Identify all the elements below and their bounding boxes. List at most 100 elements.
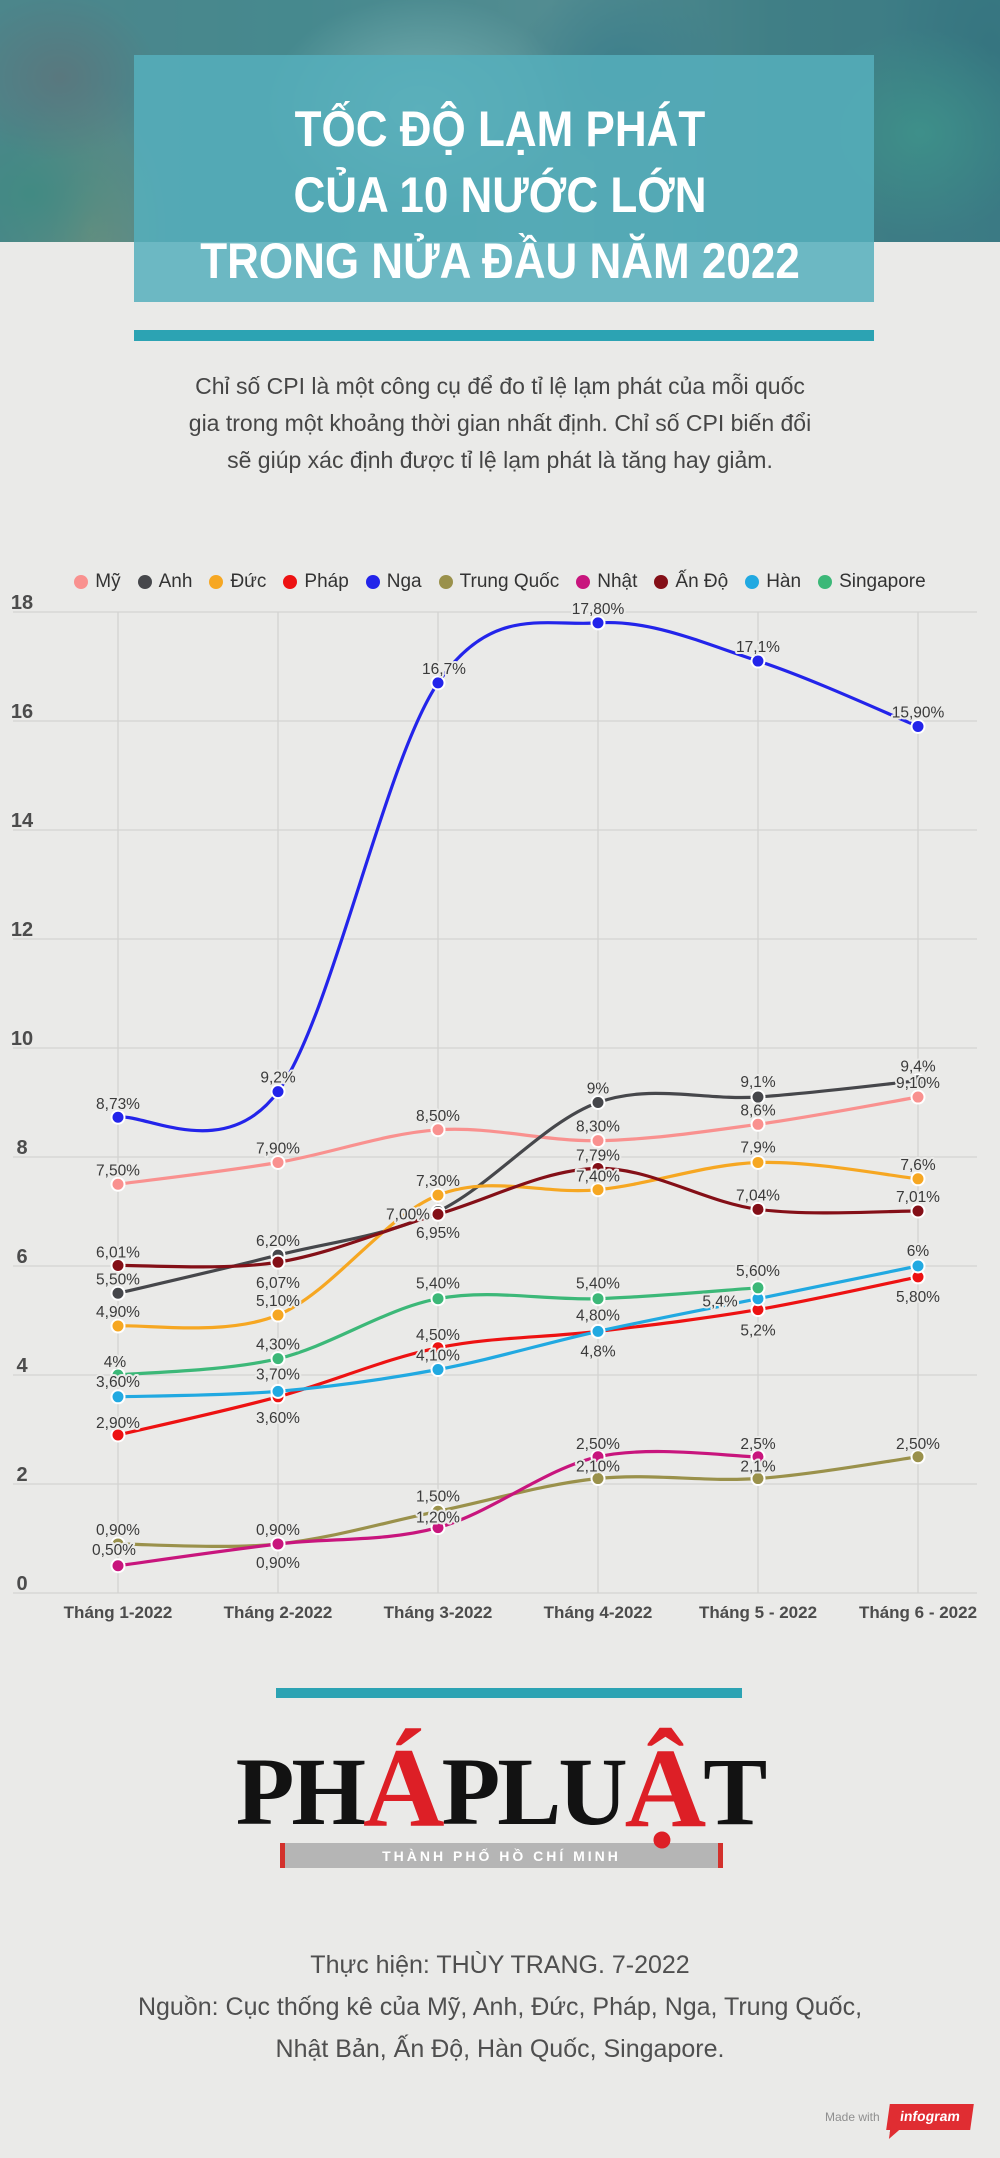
data-point xyxy=(590,1449,606,1465)
x-tick-label: Tháng 5 - 2022 xyxy=(699,1603,817,1622)
value-label: 5,2% xyxy=(740,1323,776,1340)
data-point xyxy=(590,1160,606,1176)
data-point xyxy=(430,1187,446,1203)
data-point xyxy=(430,1503,446,1519)
legend-dot-icon xyxy=(365,575,380,589)
legend-dot-icon xyxy=(74,575,89,589)
data-point xyxy=(910,1073,926,1089)
series-Singapore xyxy=(110,1280,766,1383)
value-label: 5,80% xyxy=(896,1289,940,1306)
value-label: 5,40% xyxy=(576,1276,620,1293)
series-Hàn xyxy=(110,1258,926,1405)
title-panel xyxy=(134,55,874,302)
series-line xyxy=(116,1455,920,1548)
value-label: 5,40% xyxy=(416,1276,460,1293)
infogram-badge[interactable]: infogram xyxy=(885,2104,974,2130)
legend-dot-icon xyxy=(137,575,152,589)
x-tick-label: Tháng 1-2022 xyxy=(64,1603,173,1622)
series-line xyxy=(116,1449,760,1568)
logo-letter: PLU xyxy=(441,1738,628,1845)
legend-dot-icon xyxy=(745,575,760,589)
value-label: 5,4% xyxy=(702,1294,738,1311)
series-Mỹ xyxy=(110,1089,926,1192)
value-label: 9,4% xyxy=(900,1059,936,1076)
value-label: 5,50% xyxy=(96,1271,140,1288)
credits: Thực hiện: THÙY TRANG. 7-2022 Nguồn: Cục… xyxy=(0,1944,1000,2070)
legend-label: Trung Quốc xyxy=(459,571,560,592)
data-point xyxy=(110,1176,126,1192)
data-point xyxy=(270,1084,286,1100)
legend-label: Nhật xyxy=(597,571,638,592)
legend-item-Pháp: Pháp xyxy=(283,571,349,593)
data-point xyxy=(910,1258,926,1274)
legend-dot-icon xyxy=(283,575,298,589)
value-label: 7,01% xyxy=(896,1189,940,1206)
legend-dot-icon xyxy=(209,575,224,589)
logo-subtitle-bar: THÀNH PHỐ HỒ CHÍ MINH xyxy=(280,1843,723,1868)
logo-letter: T xyxy=(703,1738,767,1845)
data-point xyxy=(590,1291,606,1307)
legend-dot-icon xyxy=(438,575,453,589)
data-point xyxy=(430,1122,446,1138)
value-label: 17,80% xyxy=(572,601,625,618)
title-line-3: TRONG NỬA ĐẦU NĂM 2022 xyxy=(200,233,800,289)
data-point xyxy=(590,1323,606,1339)
value-label: 0,90% xyxy=(256,1522,300,1539)
series-Pháp xyxy=(110,1269,926,1443)
series-line xyxy=(116,620,920,1133)
legend-label: Nga xyxy=(386,571,422,592)
legend-item-Đức: Đức xyxy=(209,571,266,593)
series-Nhật xyxy=(110,1449,766,1574)
value-label: 0,90% xyxy=(256,1555,300,1572)
data-point xyxy=(110,1367,126,1383)
series-Anh xyxy=(110,1073,926,1301)
series-line xyxy=(116,1264,920,1399)
data-point xyxy=(590,615,606,631)
logo-subtitle: THÀNH PHỐ HỒ CHÍ MINH xyxy=(382,1847,621,1864)
series-Đức xyxy=(110,1154,926,1334)
value-label: 4,80% xyxy=(576,1307,620,1324)
series-Nga xyxy=(110,615,926,1133)
intro-line-3: sẽ giúp xác định được tỉ lệ lạm phát là … xyxy=(227,447,773,473)
data-labels: 7,50% 7,90% 8,50% 8,30% 8,6% 9,10% 5,50% 6,20% 7… xyxy=(90,599,946,1574)
value-label: 15,90% xyxy=(892,704,945,721)
data-point xyxy=(270,1247,286,1263)
legend-item-Anh: Anh xyxy=(137,571,192,593)
logo-letter-red: Ậ xyxy=(624,1726,707,1851)
data-point xyxy=(750,1116,766,1132)
data-point xyxy=(270,1383,286,1399)
value-label: 6,07% xyxy=(256,1275,300,1292)
logo-letter: PH xyxy=(235,1738,366,1845)
value-label: 7,50% xyxy=(96,1162,140,1179)
logo-divider xyxy=(276,1688,742,1698)
intro-line-1: Chỉ số CPI là một công cụ để đo tỉ lệ lạ… xyxy=(195,373,805,399)
legend-dot-icon xyxy=(818,575,833,589)
series-line xyxy=(116,1160,920,1330)
legend-item-Ấn Độ: Ấn Độ xyxy=(654,571,728,593)
value-label: 1,20% xyxy=(416,1510,460,1527)
x-tick-label: Tháng 4-2022 xyxy=(544,1603,653,1622)
data-point xyxy=(750,1089,766,1105)
chart-legend: Mỹ Anh Đức Pháp Nga Trung Quốc Nhật Ấn Độ Hàn Sin… xyxy=(0,566,1000,598)
value-label: 17,1% xyxy=(736,639,780,656)
header-divider xyxy=(134,330,874,341)
data-point xyxy=(910,718,926,734)
data-point xyxy=(110,1536,126,1552)
y-tick-label: 16 xyxy=(11,701,33,723)
value-label: 2,10% xyxy=(576,1459,620,1476)
data-point xyxy=(590,1095,606,1110)
value-label: 4,10% xyxy=(416,1348,460,1365)
value-label: 6,95% xyxy=(416,1225,460,1242)
data-point xyxy=(270,1351,286,1367)
value-label: 3,60% xyxy=(256,1410,300,1427)
data-point xyxy=(110,1389,126,1405)
value-label: 16,7% xyxy=(422,661,466,678)
data-point xyxy=(110,1558,126,1574)
y-tick-label: 8 xyxy=(16,1137,27,1159)
value-label: 0,90% xyxy=(96,1522,140,1539)
data-point xyxy=(270,1254,286,1270)
made-with-label: Made with xyxy=(825,2110,880,2124)
credits-source-2: Nhật Bản, Ấn Độ, Hàn Quốc, Singapore. xyxy=(275,2035,725,2063)
value-label: 6,01% xyxy=(96,1244,140,1261)
